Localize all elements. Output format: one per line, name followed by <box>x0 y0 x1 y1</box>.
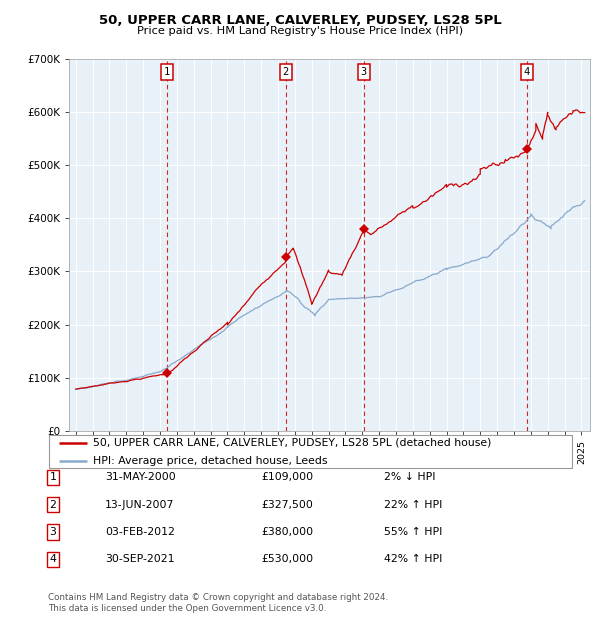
Text: 30-SEP-2021: 30-SEP-2021 <box>105 554 175 564</box>
Text: 4: 4 <box>49 554 56 564</box>
Text: 03-FEB-2012: 03-FEB-2012 <box>105 527 175 537</box>
Text: £109,000: £109,000 <box>261 472 313 482</box>
Text: 3: 3 <box>49 527 56 537</box>
Text: Contains HM Land Registry data © Crown copyright and database right 2024.
This d: Contains HM Land Registry data © Crown c… <box>48 593 388 613</box>
Text: £530,000: £530,000 <box>261 554 313 564</box>
Text: 22% ↑ HPI: 22% ↑ HPI <box>384 500 442 510</box>
Text: 50, UPPER CARR LANE, CALVERLEY, PUDSEY, LS28 5PL: 50, UPPER CARR LANE, CALVERLEY, PUDSEY, … <box>98 14 502 27</box>
Text: 4: 4 <box>523 67 530 77</box>
Text: 3: 3 <box>361 67 367 77</box>
Text: 1: 1 <box>164 67 170 77</box>
FancyBboxPatch shape <box>49 435 572 468</box>
Text: 1: 1 <box>49 472 56 482</box>
Text: 2: 2 <box>283 67 289 77</box>
Text: 42% ↑ HPI: 42% ↑ HPI <box>384 554 442 564</box>
Text: 55% ↑ HPI: 55% ↑ HPI <box>384 527 442 537</box>
Text: 50, UPPER CARR LANE, CALVERLEY, PUDSEY, LS28 5PL (detached house): 50, UPPER CARR LANE, CALVERLEY, PUDSEY, … <box>92 438 491 448</box>
Text: £327,500: £327,500 <box>261 500 313 510</box>
Text: 13-JUN-2007: 13-JUN-2007 <box>105 500 175 510</box>
Text: 2: 2 <box>49 500 56 510</box>
Text: 2% ↓ HPI: 2% ↓ HPI <box>384 472 436 482</box>
Text: Price paid vs. HM Land Registry's House Price Index (HPI): Price paid vs. HM Land Registry's House … <box>137 26 463 36</box>
Text: £380,000: £380,000 <box>261 527 313 537</box>
Text: 31-MAY-2000: 31-MAY-2000 <box>105 472 176 482</box>
Text: HPI: Average price, detached house, Leeds: HPI: Average price, detached house, Leed… <box>92 456 327 466</box>
